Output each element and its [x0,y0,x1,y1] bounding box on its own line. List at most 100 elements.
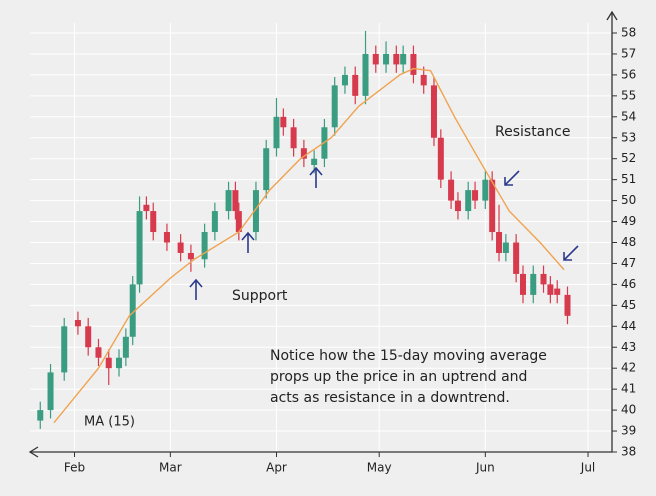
y-tick-label: 44 [621,319,636,333]
candle-body [122,336,129,358]
candle-body [410,53,417,75]
x-axis-arrow [28,446,39,458]
y-tick-label: 48 [621,235,636,249]
candle-body [150,211,157,233]
x-tick-label: Apr [266,461,287,475]
arrow [504,170,520,186]
candle-body [420,74,427,86]
x-tick-label: Mar [159,461,182,475]
y-tick-label: 55 [621,88,636,102]
candle-body [177,242,184,253]
arrow [189,278,203,300]
y-axis-arrow [606,10,618,21]
y-tick-label: 54 [621,109,636,123]
candle-body [232,190,239,212]
candle-body [136,211,143,285]
annotation: Resistance [495,124,570,140]
y-tick-label: 38 [621,445,636,459]
candle-body [513,242,520,274]
candle-body [489,179,496,233]
candle-body [372,53,379,65]
candle-body [252,190,259,233]
candle-body [47,372,54,411]
y-tick-label: 51 [621,172,636,186]
candle-body [273,116,280,149]
axes [30,12,613,453]
candle-body [362,53,369,96]
candle-body [263,148,270,191]
candle-body [496,232,503,253]
candle-body [105,357,112,369]
candle-body [437,137,444,180]
candle-body [311,158,318,165]
y-tick-label: 47 [621,256,636,270]
annotation: Support [232,288,288,304]
candle-body [61,326,68,373]
y-tick-label: 56 [621,67,636,81]
candle-body [95,347,102,358]
candle-body [225,190,232,212]
candle-body [502,242,509,253]
candle-body [290,127,297,149]
y-tick-label: 57 [621,46,636,60]
marks [37,30,571,429]
note-line: props up the price in an uptrend and [270,369,527,385]
arrow [309,166,323,188]
candle-body [85,326,92,348]
note-line: acts as resistance in a downtrend. [270,390,510,406]
moving-average-line [53,67,565,424]
y-tick-label: 41 [621,382,636,396]
candle-body [235,211,242,233]
arrow [241,231,255,253]
resistance-arrows [504,170,579,261]
candle-body [211,211,218,233]
y-tick-label: 40 [621,403,636,417]
candle-body [472,190,479,201]
y-tick-label: 39 [621,424,636,438]
candle-body [331,85,338,128]
y-tick-label: 42 [621,361,636,375]
candle-body [465,190,472,212]
candle-body [547,284,554,295]
candle-body [482,179,489,201]
candle-body [341,74,348,86]
candle-body [280,116,287,128]
legend-label: MA (15) [84,415,135,430]
candle-body [540,273,547,285]
candle-body [519,273,526,295]
candle-body [383,53,390,65]
candle-body [116,357,123,369]
x-tick-label: Feb [64,461,85,475]
candle-body [143,204,150,212]
candle-body [564,294,571,316]
y-tick-label: 52 [621,151,636,165]
candle-body [448,179,455,201]
x-tick-label: May [367,461,392,475]
candle-body [187,252,194,260]
candle-body [530,273,537,295]
candle-body [129,284,136,337]
x-tick-label: Jul [580,461,595,475]
candle-body [37,410,44,421]
grid [30,23,612,453]
candle-body [74,320,81,327]
y-tick-label: 43 [621,340,636,354]
support-arrows [189,166,323,300]
candle-body [163,232,170,243]
y-tick-label: 45 [621,298,636,312]
candle-body [352,74,359,96]
candle-body [400,53,407,65]
candle-body [201,232,208,260]
y-tick-label: 58 [621,26,636,40]
candle-body [554,288,561,295]
y-tick-label: 50 [621,193,636,207]
y-tick-label: 53 [621,130,636,144]
y-tick-label: 49 [621,214,636,228]
candle-body [430,85,437,138]
x-tick-label: Jun [475,461,495,475]
note-line: Notice how the 15-day moving average [270,348,547,364]
y-tick-label: 46 [621,277,636,291]
candle-body [454,200,461,212]
